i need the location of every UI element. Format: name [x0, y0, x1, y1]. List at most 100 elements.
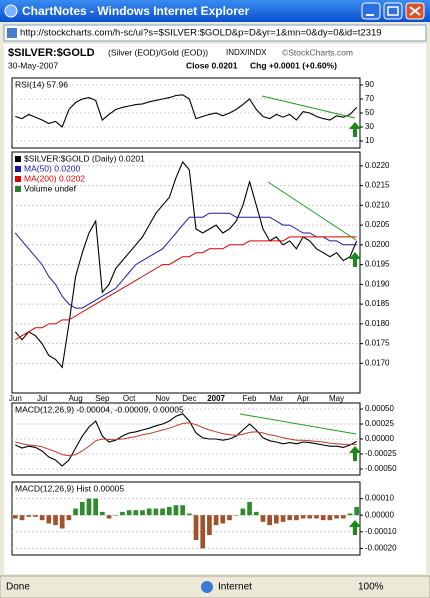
legend-swatch	[15, 186, 21, 192]
exchange: INDX/INDX	[226, 48, 267, 57]
bar	[334, 515, 339, 519]
bar	[153, 508, 159, 516]
app-icon	[4, 4, 18, 18]
bar	[166, 506, 172, 516]
y-tick-label: 0.0210	[365, 200, 390, 209]
x-tick-label: May	[329, 394, 344, 403]
url: http://stockcharts.com/h-sc/ui?s=$SILVER…	[20, 28, 382, 39]
bar	[280, 515, 286, 522]
y-tick-label: 0.0185	[365, 299, 390, 308]
legend-label: $SILVER:$GOLD (Daily) 0.0201	[24, 153, 145, 163]
bar	[126, 510, 132, 516]
legend-label: MA(200) 0.0202	[24, 173, 85, 183]
x-tick-label: Aug	[68, 394, 82, 403]
legend-label: Volume undef	[24, 183, 77, 193]
y-tick-label: -0.00020	[365, 543, 397, 552]
bar	[274, 515, 279, 524]
bar	[140, 510, 145, 516]
series-line	[15, 236, 357, 341]
series-line	[14, 212, 357, 309]
trendline	[239, 413, 357, 435]
bar	[66, 515, 72, 521]
bar	[247, 501, 252, 516]
bar	[93, 498, 98, 516]
zone: Internet	[218, 582, 252, 593]
bar	[233, 515, 239, 516]
bar	[347, 513, 353, 516]
bar	[113, 515, 119, 516]
legend-swatch	[15, 156, 21, 162]
charts: 90 70 50 30 10 RSI(14) 57.96 0.0220 0.0215 0.021…	[9, 77, 397, 556]
series-line	[15, 422, 357, 457]
status: Done	[6, 582, 30, 593]
arrow	[349, 122, 361, 137]
arrow	[349, 252, 361, 267]
x-tick-label: Mar	[269, 394, 283, 403]
symbol: $SILVER:$GOLD	[8, 47, 95, 59]
x-tick-label: Nov	[155, 394, 169, 403]
zone-icon	[201, 581, 213, 593]
x-tick-label: Jun	[9, 394, 22, 403]
bar	[173, 505, 179, 516]
bar	[193, 515, 199, 541]
panel-title: RSI(14) 57.96	[15, 79, 68, 89]
panel-frame	[11, 481, 361, 556]
bar	[146, 508, 152, 516]
y-tick-label: 0.0220	[365, 161, 390, 170]
y-tick-label: 0.0215	[365, 181, 390, 190]
bar	[220, 515, 226, 524]
bar	[200, 515, 206, 549]
bar	[294, 515, 299, 521]
y-tick-label: 0.0175	[365, 339, 390, 348]
maximize-button[interactable]	[383, 2, 403, 20]
address-bar[interactable]	[3, 24, 427, 42]
bar	[227, 515, 232, 521]
bar	[53, 515, 58, 526]
y-tick-label: 10	[365, 136, 374, 145]
legend-label: MA(50) 0.0200	[24, 163, 80, 173]
bar	[46, 515, 52, 524]
y-tick-label: 0.0195	[365, 260, 390, 269]
bar	[267, 515, 272, 526]
status-bar	[0, 575, 430, 598]
bar	[307, 515, 313, 519]
zoom[interactable]: 100%	[358, 582, 384, 593]
bar	[19, 515, 25, 521]
bar	[287, 515, 293, 521]
bar	[133, 510, 139, 516]
bar	[79, 501, 85, 516]
minimize-button[interactable]	[361, 2, 381, 20]
bar	[160, 508, 165, 516]
bar	[59, 515, 65, 529]
y-tick-label: 0.0190	[365, 279, 390, 288]
annotations	[239, 95, 361, 535]
bar	[320, 515, 326, 521]
y-tick-label: -0.00025	[365, 449, 397, 458]
bar	[73, 508, 78, 516]
y-tick-label: 0.00000	[365, 434, 394, 443]
bar	[240, 508, 246, 516]
x-tick-label: Oct	[123, 394, 136, 403]
bar	[253, 511, 259, 516]
legend-swatch	[15, 166, 21, 172]
copyright: ©StockCharts.com	[282, 47, 353, 57]
y-tick-label: 0.0205	[365, 220, 390, 229]
title-bar	[0, 0, 430, 22]
y-tick-label: 0.00025	[365, 419, 394, 428]
x-tick-label: Jul	[37, 394, 47, 403]
x-tick-label: Feb	[243, 394, 257, 403]
x-tick-label: Apr	[297, 394, 310, 403]
panel-title: MACD(12,26,9) -0.00004, -0.00009, 0.0000…	[15, 404, 184, 414]
y-tick-label: 90	[365, 80, 374, 89]
bar	[327, 515, 333, 521]
y-tick-label: 0.00050	[365, 404, 394, 413]
bar	[187, 513, 192, 516]
y-tick-label: 0.0180	[365, 319, 390, 328]
y-tick-label: 30	[365, 122, 374, 131]
x-tick-label: Dec	[182, 394, 196, 403]
bar	[26, 515, 32, 517]
bar	[207, 515, 212, 536]
bar	[340, 515, 346, 519]
legend-swatch	[15, 176, 21, 182]
